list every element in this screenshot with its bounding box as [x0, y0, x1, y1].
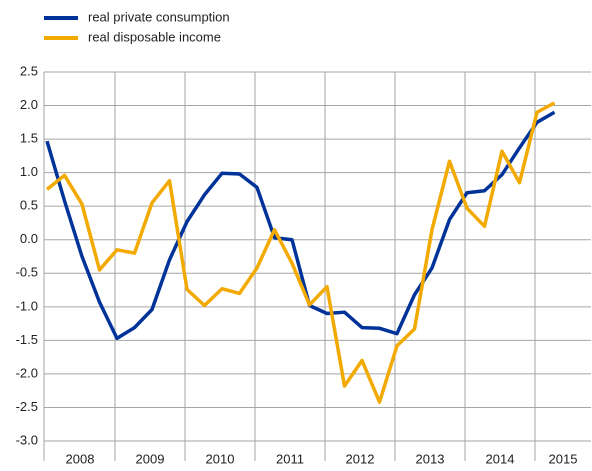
- y-tick-label: -1.5: [16, 332, 38, 347]
- y-tick-label: 0.0: [20, 231, 38, 246]
- x-tick-label: 2010: [206, 451, 235, 466]
- legend-label: real private consumption: [88, 9, 230, 24]
- x-tick-label: 2012: [346, 451, 375, 466]
- x-tick-label: 2013: [416, 451, 445, 466]
- y-tick-label: 1.5: [20, 131, 38, 146]
- series-line: [45, 101, 556, 404]
- x-tick-label: 2015: [549, 451, 578, 466]
- x-tick-label: 2009: [136, 451, 165, 466]
- x-tick-label: 2008: [66, 451, 95, 466]
- y-tick-label: 0.5: [20, 198, 38, 213]
- y-tick-label: 2.0: [20, 97, 38, 112]
- y-tick-label: 2.5: [20, 63, 38, 78]
- x-tick-label: 2014: [486, 451, 515, 466]
- y-tick-label: -2.5: [16, 399, 38, 414]
- y-tick-label: -0.5: [16, 265, 38, 280]
- y-tick-label: -1.0: [16, 298, 38, 313]
- y-tick-label: -3.0: [16, 432, 38, 447]
- x-tick-label: 2011: [276, 451, 304, 466]
- legend-label: real disposable income: [88, 29, 221, 44]
- series-line: [45, 110, 556, 341]
- y-tick-label: -2.0: [16, 365, 38, 380]
- y-tick-label: 1.0: [20, 164, 38, 179]
